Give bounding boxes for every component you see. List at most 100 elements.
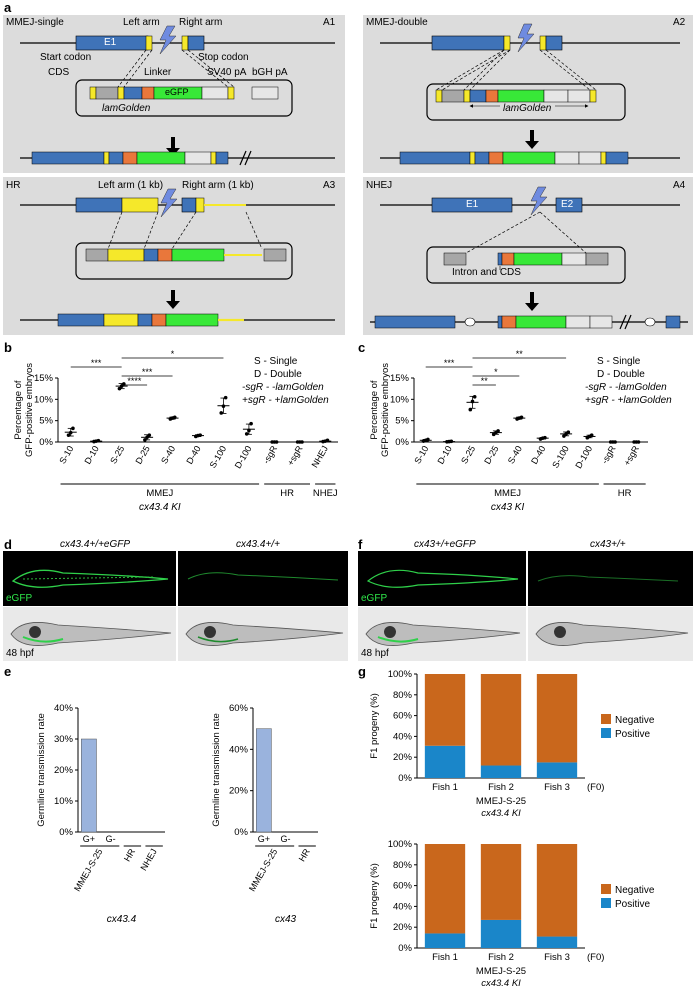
y-tick-label: 0%	[39, 437, 53, 448]
legend-c-plus: +sgR - +lamGolden	[585, 395, 672, 406]
bar-positive	[480, 919, 522, 948]
legend-swatch-positive	[601, 728, 611, 738]
group-label: MMEJ-S-25	[247, 847, 279, 893]
group-label: MMEJ	[494, 488, 521, 499]
x-tick-label: +sgR	[622, 444, 642, 468]
d-right-title: cx43.4+/+	[236, 539, 280, 550]
x-tick-label: S-25	[108, 444, 126, 465]
data-point	[613, 440, 617, 444]
legend-negative: Negative	[615, 885, 655, 896]
a1-egfp: eGFP	[165, 87, 189, 97]
legend-swatch-negative	[601, 884, 611, 894]
chart-g-top: 0% 20% 40% 60% 80% 100% F1 progeny (%) Fish 1 Fi…	[369, 669, 655, 819]
y-tick-label: 10%	[54, 796, 74, 807]
y-tick-label: 0%	[398, 943, 412, 954]
data-point	[496, 429, 500, 433]
group-label: HR	[297, 847, 312, 864]
data-point	[221, 404, 226, 408]
data-point	[472, 394, 477, 399]
x-tick-label: G+	[258, 834, 270, 844]
fish-d-right-bright	[178, 607, 348, 661]
x-tick-label: D-100	[573, 444, 594, 470]
panel-label-e: e	[4, 664, 12, 679]
group-label: HR	[122, 847, 137, 864]
y-tick-label: 60%	[229, 703, 249, 714]
a1-e1: E1	[104, 37, 117, 48]
x-tick-label: D-40	[529, 444, 547, 466]
panel-label-a: a	[4, 0, 12, 15]
a1-right-arm: Right arm	[179, 17, 223, 28]
data-point	[468, 407, 473, 412]
x-axis-label: MMEJ-S-25	[476, 966, 526, 977]
y-axis-label: F1 progeny (%)	[369, 693, 380, 758]
x-tick-label: S-40	[506, 444, 524, 465]
sig-label: **	[516, 349, 524, 359]
x-tick-label: D-25	[482, 444, 500, 466]
fish-d-left-fluor	[3, 551, 176, 606]
chart-e-cx43: 0% 20% 40% 60% Germline transmission rate G+ G…	[211, 703, 318, 925]
group-label: MMEJ-S-25	[72, 847, 104, 893]
data-point	[470, 399, 475, 404]
group-label: HR	[618, 488, 632, 499]
bar-negative	[536, 844, 578, 937]
x-suffix: (F0)	[587, 782, 604, 793]
sig-label: *	[494, 367, 498, 377]
data-point	[274, 440, 279, 444]
y-tick-label: 15%	[34, 373, 54, 384]
y-tick-label: 5%	[395, 416, 409, 427]
x-tick-label: D-10	[82, 444, 100, 466]
data-point	[449, 439, 454, 444]
a2-title: MMEJ-double	[366, 17, 428, 28]
y-axis-label: Germline transmission rate	[36, 713, 47, 827]
legend-positive: Positive	[615, 729, 650, 740]
bar-positive	[424, 745, 466, 778]
bar-positive	[480, 765, 522, 778]
chart-e-cx43-4: 0% 10% 20% 30% 40% Germline transmission rate…	[36, 703, 165, 925]
legend-c-double: D - Double	[597, 369, 645, 380]
data-point	[247, 428, 251, 433]
y-tick-label: 20%	[54, 765, 74, 776]
y-tick-label: 0%	[234, 827, 248, 838]
a1-cds: CDS	[48, 67, 70, 78]
x-tick-label: S-40	[159, 444, 177, 465]
legend-b-single: S - Single	[254, 356, 298, 367]
y-tick-label: 20%	[229, 786, 249, 797]
sig-label: ****	[127, 376, 142, 386]
panel-label-b: b	[4, 340, 12, 355]
a3-title: HR	[6, 180, 21, 191]
data-point	[143, 438, 147, 442]
bar	[256, 728, 272, 833]
x-tick-label: -sgR	[599, 444, 617, 466]
group-label: MMEJ	[146, 488, 173, 499]
y-tick-label: 60%	[393, 711, 413, 722]
bar-negative	[424, 674, 466, 746]
y-tick-label: 30%	[54, 734, 74, 745]
x-suffix: (F0)	[587, 952, 604, 963]
y-tick-label: 40%	[229, 744, 249, 755]
f-egfp-label: eGFP	[361, 593, 388, 604]
a1-vector: lamGolden	[102, 103, 151, 114]
data-point	[219, 411, 224, 415]
x-tick-label: Fish 3	[544, 782, 570, 793]
a3-right-arm: Right arm (1 kb)	[182, 180, 254, 191]
x-tick-label: G+	[83, 834, 95, 844]
a4-e1: E1	[466, 199, 479, 210]
data-point	[244, 432, 249, 436]
data-point	[117, 386, 122, 391]
bar-negative	[480, 844, 522, 920]
bar-negative	[424, 844, 466, 934]
a1-tag: A1	[323, 17, 336, 28]
x-tick-label: Fish 1	[432, 782, 458, 793]
x-axis-label: cx43 KI	[491, 502, 525, 513]
bar	[81, 738, 97, 833]
legend-b-plus: +sgR - +lamGolden	[242, 395, 329, 406]
legend-b-double: D - Double	[254, 369, 302, 380]
sig-label: *	[171, 349, 175, 359]
fish-f-left-fluor	[358, 551, 526, 606]
a2-tag: A2	[673, 17, 686, 28]
a1-bgh: bGH pA	[252, 67, 288, 78]
a3-tag: A3	[323, 180, 336, 191]
x-tick-label: S-10	[412, 444, 430, 465]
x-axis-label: MMEJ-S-25	[476, 796, 526, 807]
a1-left-arm: Left arm	[123, 17, 160, 28]
